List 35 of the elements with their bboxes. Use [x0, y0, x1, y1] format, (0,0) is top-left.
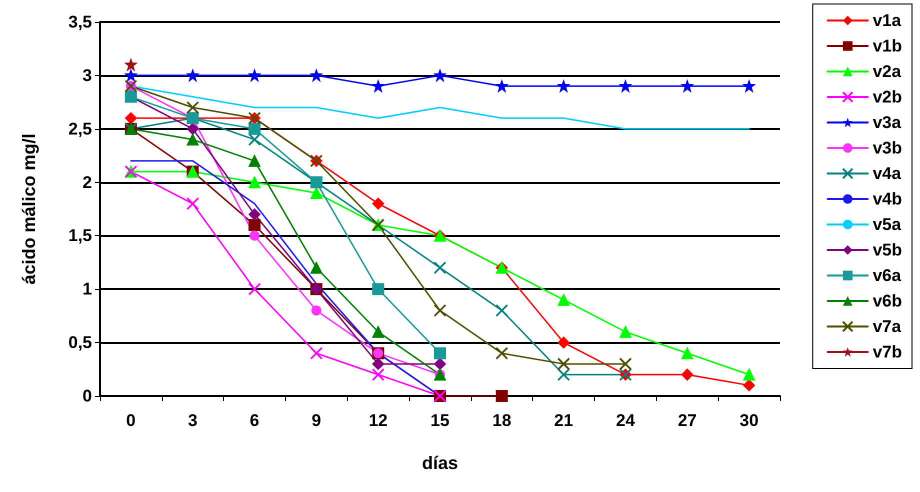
y-tick-label: 3,5: [68, 12, 92, 32]
y-tick-label: 0: [82, 386, 92, 406]
legend-label: v3a: [872, 113, 902, 132]
x-tick-label: 12: [368, 411, 388, 430]
legend-label: v4a: [872, 164, 902, 183]
x-tick-label: 15: [430, 411, 450, 430]
legend-label: v4b: [872, 190, 902, 208]
y-tick-label: 3: [82, 66, 92, 85]
legend-label: v1a: [872, 11, 902, 30]
x-tick-label: 30: [740, 411, 759, 430]
legend-label: v7a: [872, 317, 902, 336]
legend-label: v3b: [872, 138, 902, 158]
legend-label: v5a: [872, 215, 902, 234]
y-axis-title: ácido málico mg/l: [19, 133, 39, 285]
legend-label: v5b: [872, 240, 902, 260]
x-axis-title: días: [422, 453, 458, 473]
x-tick-label: 18: [492, 411, 512, 430]
x-tick-label: 27: [678, 411, 697, 430]
x-tick-label: 9: [312, 411, 322, 430]
x-tick-label: 21: [554, 411, 574, 430]
legend-label: v6b: [872, 292, 902, 310]
legend-label: v1b: [872, 36, 902, 56]
legend-label: v6a: [872, 266, 902, 285]
y-tick-label: 2: [82, 172, 92, 192]
x-tick-label: 6: [250, 411, 260, 430]
legend-label: v7b: [872, 342, 902, 362]
x-tick-label: 0: [126, 411, 136, 430]
legend-label: v2a: [872, 62, 902, 81]
y-tick-label: 0,5: [68, 333, 92, 352]
y-tick-label: 2,5: [68, 119, 92, 138]
x-tick-label: 3: [188, 411, 198, 430]
legend-label: v2b: [872, 88, 902, 106]
x-tick-label: 24: [616, 411, 636, 430]
y-tick-label: 1: [82, 280, 92, 299]
y-tick-label: 1,5: [68, 226, 92, 246]
